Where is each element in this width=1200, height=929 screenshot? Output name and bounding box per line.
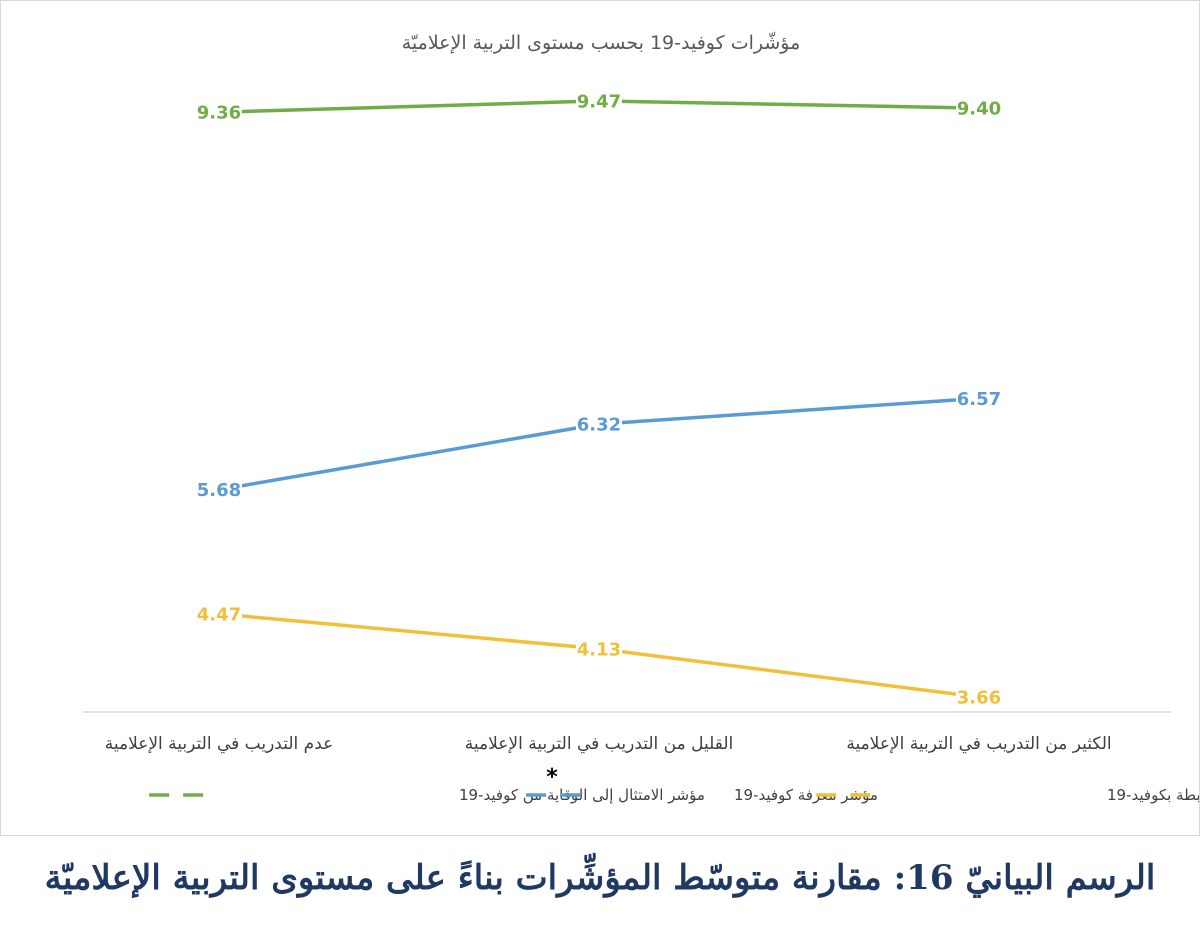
data-labels: 9.36 9.47 9.40 5.68 6.32 6.57 4.47 4.13 3.66 xyxy=(196,89,1002,709)
data-label-bg xyxy=(196,101,242,124)
chart-area: مؤشّرات كوفيد-19 بحسب مستوى التربية الإع… xyxy=(0,0,1200,836)
data-label-bg xyxy=(956,97,1002,120)
data-label-bg xyxy=(576,413,622,436)
data-label: 9.47 xyxy=(577,91,621,112)
data-label: 4.47 xyxy=(197,604,241,625)
legend-note-asterisk: * xyxy=(546,765,558,790)
data-label: 5.68 xyxy=(197,480,241,501)
chart-title: مؤشّرات كوفيد-19 بحسب مستوى التربية الإع… xyxy=(402,32,801,54)
data-label: 6.57 xyxy=(957,389,1001,410)
category-labels: عدم التدريب في التربية الإعلامية القليل م… xyxy=(105,734,1112,754)
legend: مؤشر الامتثال إلى الوقاية من كوفيد-19 مؤش… xyxy=(149,786,1199,804)
legend-label: مؤشر الخرافات المرتبطة بكوفيد-19 xyxy=(1107,786,1199,804)
data-label: 4.13 xyxy=(577,639,621,660)
data-label-bg xyxy=(956,387,1002,410)
category-label: القليل من التدريب في التربية الإعلامية xyxy=(465,734,734,754)
data-label: 3.66 xyxy=(957,688,1001,709)
series-line xyxy=(217,396,981,492)
legend-label: مؤشر معرفة كوفيد-19 xyxy=(734,786,878,804)
data-label: 6.32 xyxy=(577,415,621,436)
legend-label: مؤشر الامتثال إلى الوقاية من كوفيد-19 xyxy=(459,786,705,804)
line-chart: مؤشّرات كوفيد-19 بحسب مستوى التربية الإع… xyxy=(83,32,1199,804)
data-label-bg xyxy=(576,637,622,660)
data-label-bg xyxy=(956,686,1002,708)
category-label: الكثير من التدريب في التربية الإعلامية xyxy=(846,734,1111,754)
data-label-bg xyxy=(196,602,242,625)
data-label-bg xyxy=(196,478,242,501)
category-label: عدم التدريب في التربية الإعلامية xyxy=(105,734,334,754)
data-label: 9.36 xyxy=(197,103,241,124)
data-label: 9.40 xyxy=(957,99,1001,120)
figure-caption: الرسم البيانيّ 16: مقارنة متوسّط المؤشِّ… xyxy=(44,858,1156,898)
data-label-bg xyxy=(576,89,622,112)
series-lines xyxy=(217,99,981,699)
